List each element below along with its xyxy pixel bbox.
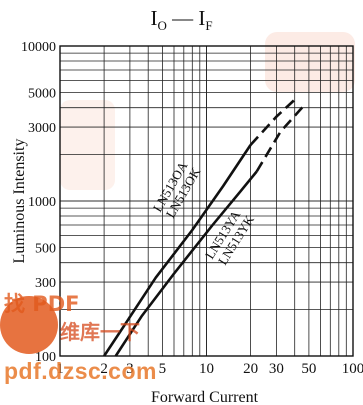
x-tick-label: 50: [301, 361, 316, 377]
x-tick-label: 20: [243, 361, 258, 377]
y-tick-label: 500: [35, 242, 56, 257]
y-tick-label: 5000: [28, 87, 56, 102]
x-tick-label: 10: [199, 361, 214, 377]
series-dashed-2: [257, 104, 305, 171]
x-tick-label: 30: [269, 361, 284, 377]
y-tick-label: 10000: [21, 40, 56, 55]
y-tick-label: 3000: [28, 121, 56, 136]
watermark-url: pdf.dzsc.com: [4, 358, 157, 385]
x-axis-label: Forward Current: [151, 389, 259, 405]
y-axis-label: Luminous Intensity: [11, 139, 28, 264]
x-tick-label: 5: [159, 361, 167, 377]
watermark-cn-top: 找 PDF: [4, 288, 79, 318]
watermark-cn-bottom: 维库一下: [60, 316, 140, 345]
x-tick-label: 100: [342, 361, 363, 377]
y-tick-label: 1000: [28, 195, 56, 210]
